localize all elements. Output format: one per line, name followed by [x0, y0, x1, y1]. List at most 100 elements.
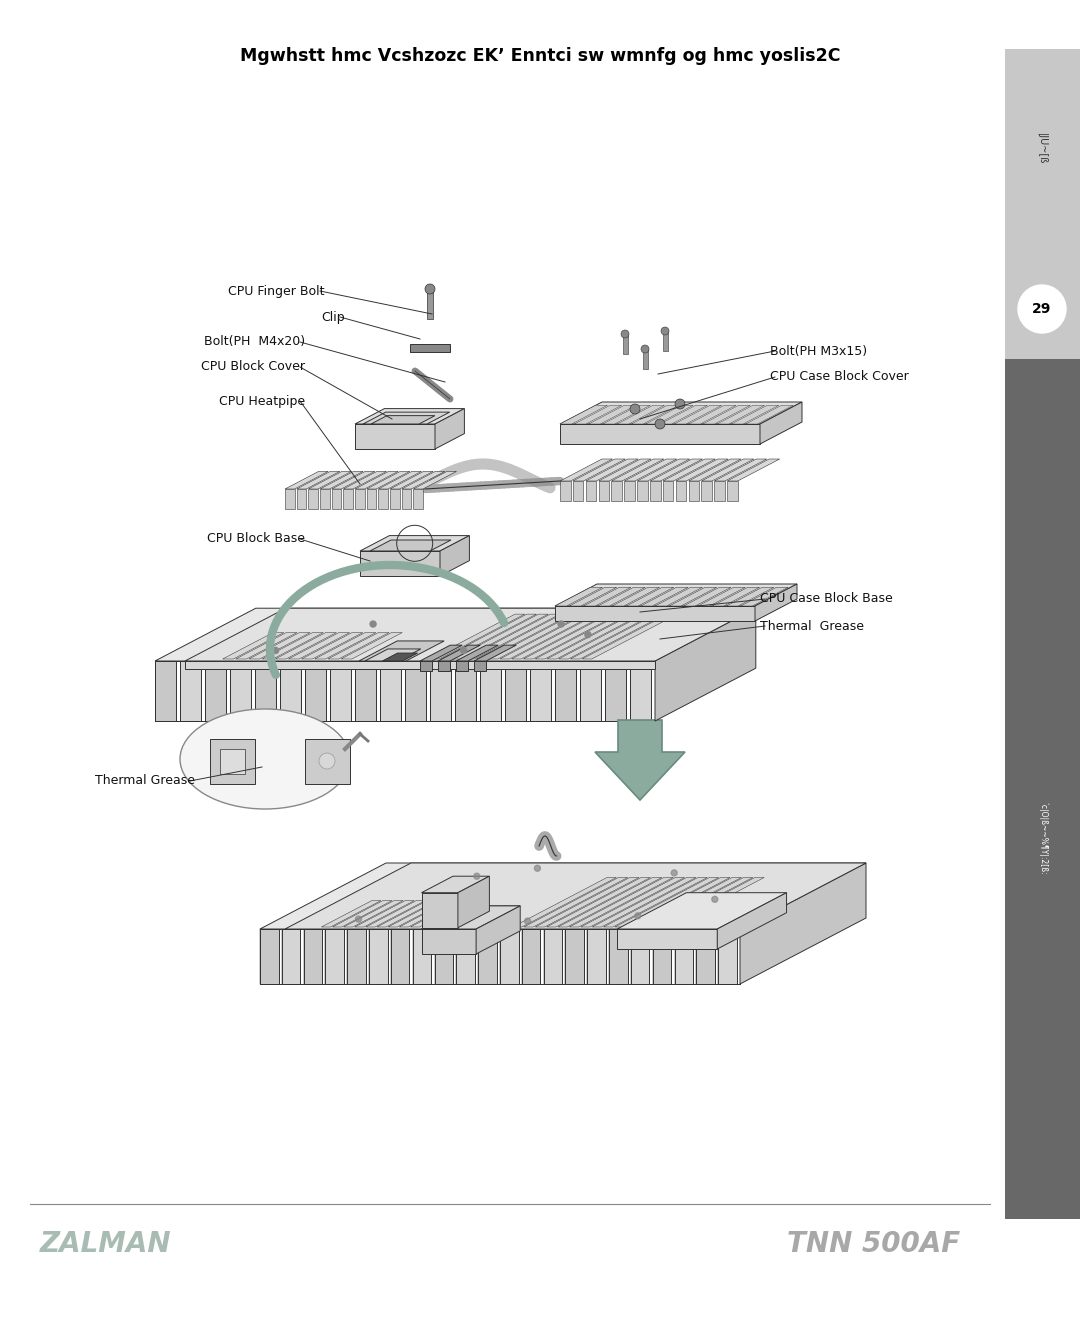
- Text: CPU Finger Bolt: CPU Finger Bolt: [229, 285, 325, 298]
- Polygon shape: [402, 489, 411, 509]
- Circle shape: [272, 648, 279, 653]
- Polygon shape: [632, 405, 679, 423]
- Circle shape: [654, 419, 665, 429]
- Polygon shape: [637, 481, 648, 501]
- Polygon shape: [280, 661, 301, 721]
- Bar: [210, 739, 255, 783]
- Polygon shape: [676, 481, 686, 501]
- Polygon shape: [512, 615, 607, 660]
- Polygon shape: [480, 661, 501, 721]
- Text: Thermal  Grease: Thermal Grease: [760, 620, 864, 633]
- Polygon shape: [500, 929, 518, 984]
- Text: ´c|O|ß~~%¶Y|:2[ß:: ´c|O|ß~~%¶Y|:2[ß:: [1037, 802, 1047, 876]
- Polygon shape: [626, 877, 730, 927]
- Polygon shape: [430, 661, 451, 721]
- Polygon shape: [378, 471, 421, 489]
- Polygon shape: [689, 459, 741, 481]
- Circle shape: [585, 632, 591, 637]
- Polygon shape: [488, 615, 583, 660]
- Polygon shape: [308, 489, 318, 509]
- Polygon shape: [355, 661, 376, 721]
- Polygon shape: [391, 929, 409, 984]
- Polygon shape: [455, 661, 476, 721]
- Bar: [1005, 49, 1080, 359]
- Ellipse shape: [180, 710, 350, 809]
- Polygon shape: [325, 929, 345, 984]
- Polygon shape: [355, 423, 435, 448]
- Polygon shape: [675, 929, 693, 984]
- Polygon shape: [156, 661, 176, 721]
- Polygon shape: [569, 587, 617, 605]
- Text: Bolt(PH  M4x20): Bolt(PH M4x20): [204, 335, 305, 348]
- Polygon shape: [285, 471, 328, 489]
- Polygon shape: [595, 720, 685, 801]
- Circle shape: [370, 621, 376, 627]
- Text: Thermal Grease: Thermal Grease: [95, 774, 195, 787]
- Polygon shape: [718, 929, 737, 984]
- Polygon shape: [390, 471, 433, 489]
- Polygon shape: [378, 489, 388, 509]
- Polygon shape: [314, 633, 376, 660]
- Polygon shape: [355, 489, 365, 509]
- Polygon shape: [255, 661, 276, 721]
- Polygon shape: [421, 929, 476, 954]
- Polygon shape: [474, 661, 486, 671]
- Text: CPU Block Base: CPU Block Base: [207, 533, 305, 546]
- Polygon shape: [382, 653, 418, 661]
- Polygon shape: [572, 481, 583, 501]
- Polygon shape: [605, 661, 626, 721]
- Polygon shape: [546, 877, 650, 927]
- Polygon shape: [701, 481, 712, 501]
- Polygon shape: [582, 615, 677, 660]
- Polygon shape: [646, 405, 693, 423]
- Polygon shape: [185, 608, 756, 661]
- Polygon shape: [660, 405, 707, 423]
- Polygon shape: [654, 587, 702, 605]
- Polygon shape: [575, 405, 622, 423]
- Circle shape: [355, 917, 362, 922]
- Polygon shape: [476, 921, 518, 929]
- Polygon shape: [676, 459, 728, 481]
- Polygon shape: [235, 633, 297, 660]
- Polygon shape: [275, 633, 337, 660]
- Circle shape: [461, 648, 467, 653]
- Text: TNN 500AF: TNN 500AF: [786, 1231, 960, 1258]
- Polygon shape: [420, 661, 432, 671]
- Polygon shape: [561, 423, 760, 445]
- Polygon shape: [322, 901, 381, 927]
- Polygon shape: [367, 489, 376, 509]
- Polygon shape: [760, 402, 802, 445]
- Polygon shape: [689, 481, 699, 501]
- Polygon shape: [585, 459, 638, 481]
- Polygon shape: [617, 893, 786, 929]
- Polygon shape: [343, 901, 403, 927]
- Bar: [1005, 359, 1080, 1219]
- Polygon shape: [366, 901, 426, 927]
- Polygon shape: [380, 661, 402, 721]
- Polygon shape: [741, 587, 788, 605]
- Circle shape: [621, 330, 629, 338]
- Polygon shape: [555, 584, 797, 605]
- Polygon shape: [377, 901, 436, 927]
- Polygon shape: [561, 481, 570, 501]
- Polygon shape: [367, 471, 409, 489]
- Circle shape: [319, 753, 335, 769]
- Polygon shape: [570, 615, 665, 660]
- Polygon shape: [727, 481, 738, 501]
- Polygon shape: [363, 412, 449, 423]
- Text: CPU Case Block Cover: CPU Case Block Cover: [770, 371, 908, 384]
- Polygon shape: [731, 405, 779, 423]
- Polygon shape: [583, 587, 631, 605]
- Polygon shape: [522, 929, 540, 984]
- Polygon shape: [410, 344, 450, 352]
- Text: CPU Case Block Base: CPU Case Block Base: [760, 592, 893, 605]
- Polygon shape: [598, 459, 651, 481]
- Polygon shape: [248, 633, 310, 660]
- Polygon shape: [717, 893, 786, 948]
- Polygon shape: [355, 471, 399, 489]
- Polygon shape: [714, 481, 725, 501]
- Polygon shape: [260, 863, 866, 929]
- Polygon shape: [555, 587, 603, 605]
- Polygon shape: [414, 471, 457, 489]
- Polygon shape: [420, 645, 462, 661]
